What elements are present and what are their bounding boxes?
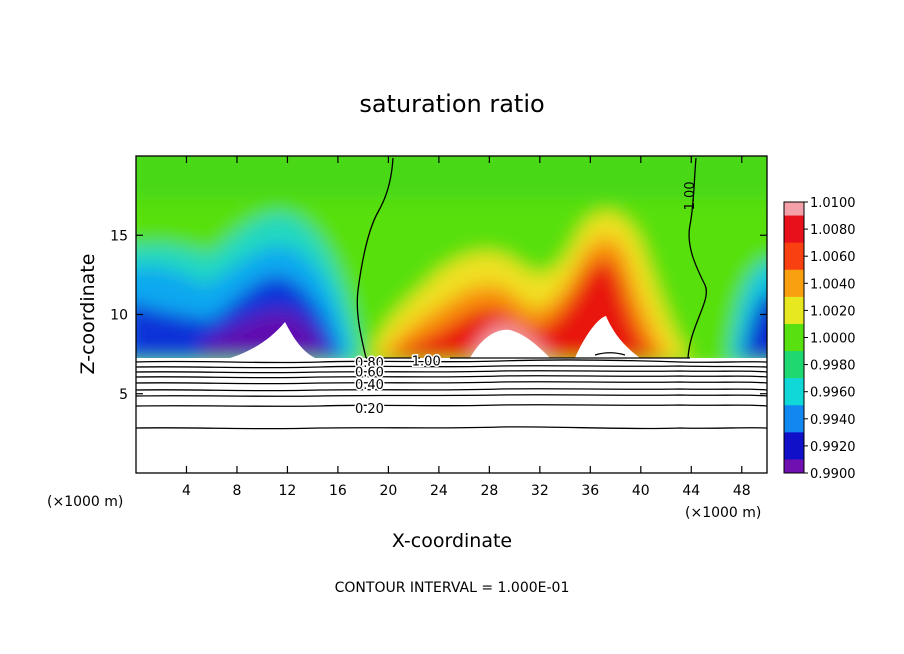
y-axis-label: Z-coordinate bbox=[77, 254, 99, 375]
x-tick-label: 36 bbox=[581, 483, 599, 499]
terrain-bump-right bbox=[575, 316, 640, 358]
colorbar-swatch bbox=[784, 337, 804, 352]
x-axis-ticks: 4 8 12 16 20 24 28 32 36 40 44 48 bbox=[182, 156, 751, 499]
colorbar-swatch bbox=[784, 445, 804, 460]
contour-interval-note: CONTOUR INTERVAL = 1.000E-01 bbox=[335, 580, 570, 596]
contour-0.40 bbox=[136, 388, 767, 392]
y-axis-ticks: 5 10 15 bbox=[110, 228, 767, 403]
x-tick-label: 16 bbox=[329, 483, 347, 499]
contour-label: 0.40 bbox=[355, 378, 384, 393]
x-unit-right: (×1000 m) bbox=[685, 505, 761, 521]
x-tick-label: 28 bbox=[480, 483, 498, 499]
contour-1.00-right bbox=[687, 157, 707, 359]
x-unit-left: (×1000 m) bbox=[47, 494, 123, 510]
colorbar-swatch bbox=[784, 242, 804, 257]
contour-label: 0.80 bbox=[355, 356, 384, 371]
contour-0.50 bbox=[136, 381, 767, 385]
colorbar-swatch bbox=[784, 459, 804, 474]
colorbar: 1.0100 1.0080 1.0060 1.0040 1.0020 1.0000 0.99… bbox=[783, 196, 856, 482]
colorbar-label: 1.0100 bbox=[810, 196, 856, 211]
colorbar-label: 1.0000 bbox=[810, 332, 856, 347]
colorbar-swatch bbox=[784, 432, 804, 447]
colorbar-swatch bbox=[784, 364, 804, 379]
colorbar-swatch bbox=[784, 283, 804, 298]
contour-label: 1.00 bbox=[412, 354, 441, 369]
contour-0.20 bbox=[136, 404, 767, 407]
x-tick-label: 44 bbox=[682, 483, 700, 499]
colorbar-swatch bbox=[784, 215, 804, 230]
contour-label: 0.60 bbox=[355, 366, 384, 381]
contour-0.70 bbox=[136, 370, 767, 374]
x-tick-label: 12 bbox=[279, 483, 297, 499]
colorbar-swatch bbox=[784, 351, 804, 366]
colorbar-swatch bbox=[784, 323, 804, 338]
contour-label: 1.00 bbox=[683, 181, 698, 210]
y-tick-label: 15 bbox=[110, 228, 128, 244]
colorbar-swatch bbox=[784, 296, 804, 311]
x-tick-label: 40 bbox=[632, 483, 650, 499]
contour-0.80 bbox=[136, 365, 767, 369]
colorbar-label: 1.0080 bbox=[810, 223, 856, 238]
colorbar-swatch bbox=[784, 229, 804, 244]
x-tick-label: 4 bbox=[182, 483, 191, 499]
x-tick-label: 24 bbox=[430, 483, 448, 499]
y-tick-label: 10 bbox=[110, 308, 128, 324]
colorbar-label: 1.0060 bbox=[810, 250, 856, 265]
chart-title: saturation ratio bbox=[359, 90, 544, 118]
colorbar-label: 0.9980 bbox=[810, 359, 856, 374]
contour-1.00-left bbox=[356, 157, 394, 359]
field-dry-right-inner bbox=[742, 294, 767, 360]
colorbar-swatch bbox=[784, 310, 804, 325]
colorbar-swatch bbox=[784, 202, 804, 217]
contour-lines bbox=[136, 157, 767, 430]
colorbar-label: 0.9960 bbox=[810, 386, 856, 401]
contour-0.60 bbox=[136, 375, 767, 379]
y-tick-label: 5 bbox=[119, 387, 128, 403]
contour-0.30 bbox=[136, 394, 767, 397]
x-tick-label: 48 bbox=[733, 483, 751, 499]
colorbar-swatch bbox=[784, 405, 804, 420]
saturation-field bbox=[136, 156, 767, 370]
colorbar-swatch bbox=[784, 378, 804, 393]
plot-area: 0.800.600.400.201.001.00 4 8 12 16 20 24 28 32 3… bbox=[110, 155, 768, 499]
colorbar-label: 1.0040 bbox=[810, 277, 856, 292]
terrain-bump-left bbox=[230, 322, 315, 358]
x-tick-label: 20 bbox=[379, 483, 397, 499]
terrain-bump-center bbox=[470, 329, 550, 358]
contour-0.90 bbox=[136, 359, 767, 364]
contour-wiggle bbox=[594, 352, 626, 356]
x-axis-label: X-coordinate bbox=[392, 530, 512, 552]
contour-labels: 0.800.600.40 0.20 1.00 1.00 bbox=[353, 181, 698, 418]
colorbar-swatch bbox=[784, 269, 804, 284]
colorbar-label: 1.0020 bbox=[810, 304, 856, 319]
colorbar-label: 0.9940 bbox=[810, 413, 856, 428]
colorbar-swatch bbox=[784, 256, 804, 271]
field-upper-green-band bbox=[136, 156, 767, 200]
colorbar-label: 0.9920 bbox=[810, 440, 856, 455]
colorbar-label: 0.9900 bbox=[810, 467, 856, 482]
contour-label: 0.20 bbox=[355, 402, 384, 417]
colorbar-swatch bbox=[784, 418, 804, 433]
contour-0.10 bbox=[136, 426, 767, 430]
x-tick-label: 8 bbox=[232, 483, 241, 499]
x-tick-label: 32 bbox=[531, 483, 549, 499]
colorbar-swatch bbox=[784, 391, 804, 406]
